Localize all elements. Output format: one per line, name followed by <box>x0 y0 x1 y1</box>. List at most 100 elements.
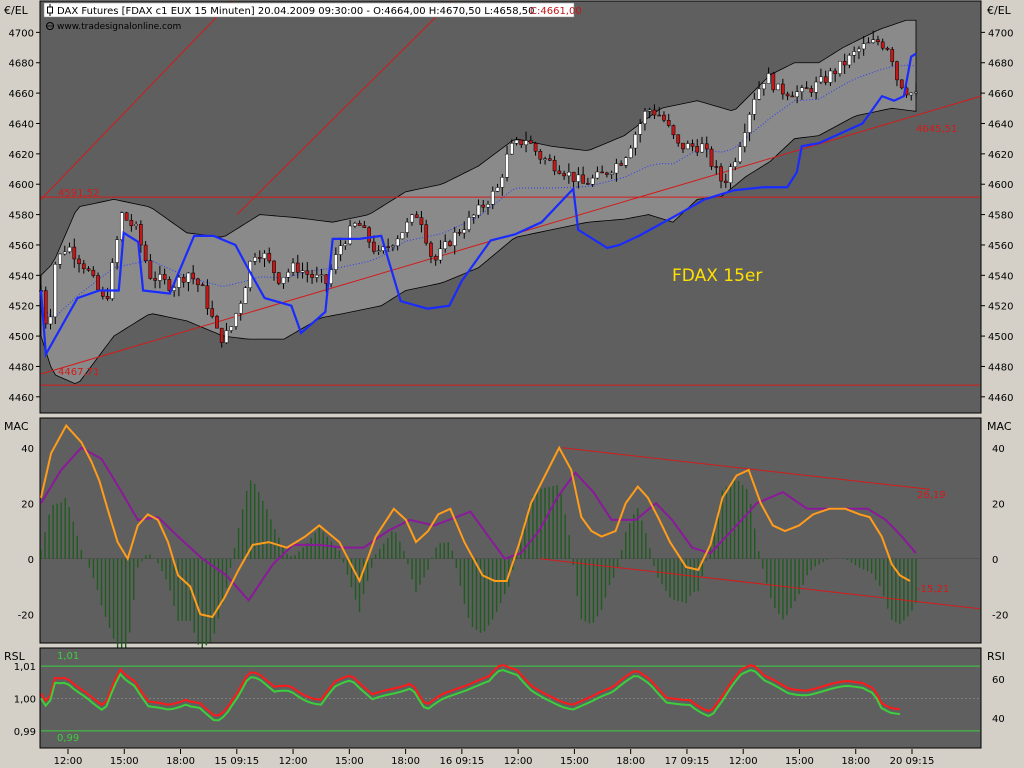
candle <box>819 68 823 85</box>
candle-body <box>552 159 557 172</box>
candle-body <box>91 269 96 276</box>
candle-body <box>571 171 576 182</box>
ytick-label: 4560 <box>988 241 1013 252</box>
candle-body <box>115 239 119 263</box>
candle-body <box>814 81 818 93</box>
candle <box>462 221 467 239</box>
candle <box>490 186 495 210</box>
macd-ytick-label: 40 <box>992 444 1005 455</box>
macd-title-right: MAC <box>987 420 1012 433</box>
candle-body <box>647 109 652 112</box>
candle-body <box>48 316 53 325</box>
candle-body <box>857 48 861 52</box>
candle <box>405 217 410 238</box>
macd-ytick-label: 20 <box>21 499 34 510</box>
candle-body <box>267 253 272 262</box>
rsi-axis: 0,99 1,00 1,01 40 60 <box>14 662 1005 738</box>
candle-body <box>605 172 609 175</box>
candle <box>134 221 138 230</box>
xtick-label: 18:00 <box>391 756 420 767</box>
ytick-label: 4680 <box>9 59 34 70</box>
rsi-upper-label: 1,01 <box>57 651 79 662</box>
candle-body <box>643 110 647 125</box>
candle-body <box>723 180 728 184</box>
candle-body <box>300 270 305 273</box>
candle-body <box>429 242 433 257</box>
candle <box>662 111 666 123</box>
candle <box>319 269 324 283</box>
candle-body <box>319 274 324 277</box>
price-axis-right: 4460 4480 4500 4520 4540 4560 4580 4600 4620 4640… <box>981 28 1013 404</box>
xtick-label: 15:00 <box>560 756 589 767</box>
candle <box>509 139 514 155</box>
candle-body <box>662 114 666 121</box>
candle-body <box>196 278 200 286</box>
candle-body <box>761 83 766 90</box>
price-panel: 4460 4480 4500 4520 4540 4560 4580 4600 4620 4640… <box>4 0 1013 414</box>
candle <box>486 200 490 215</box>
rsl-ytick-label: 1,00 <box>14 695 36 706</box>
macd-ytick-label: 20 <box>992 499 1005 510</box>
candle <box>257 250 262 263</box>
candle <box>795 85 799 104</box>
candle-body <box>219 327 224 343</box>
candle <box>86 266 91 272</box>
candle <box>158 265 162 289</box>
candle <box>191 265 196 285</box>
candle-body <box>685 143 690 150</box>
candle-body <box>819 76 823 83</box>
candle <box>742 123 747 153</box>
candle <box>514 136 519 146</box>
candle <box>628 145 633 159</box>
xtick-label: 15 09:15 <box>214 756 259 767</box>
candle <box>291 258 295 277</box>
candle-body <box>899 79 904 89</box>
ytick-label: 4620 <box>988 150 1013 161</box>
candle <box>647 107 652 119</box>
candle <box>780 78 785 100</box>
time-axis: 12:00 15:00 18:00 15 09:15 12:00 15:00 18:00 16… <box>54 749 934 767</box>
candle-body <box>395 238 400 247</box>
candle-body <box>671 125 676 136</box>
candle-body <box>276 272 281 284</box>
candle <box>804 81 809 89</box>
candle <box>43 286 48 329</box>
candle <box>262 250 267 268</box>
candle <box>205 279 210 315</box>
candle-body <box>414 214 419 218</box>
candle <box>400 232 405 240</box>
ytick-label: 4520 <box>9 302 34 313</box>
candle <box>448 239 452 247</box>
candle-body <box>419 217 424 225</box>
candle <box>681 142 685 153</box>
macd-series-layer <box>40 423 981 650</box>
candle <box>880 38 885 51</box>
candle <box>800 84 804 100</box>
candle <box>343 240 348 250</box>
macd-axis: -20 -20 0 0 20 20 40 40 <box>18 444 1009 622</box>
candle-body <box>481 204 486 208</box>
candle-body <box>124 212 129 221</box>
candle-body <box>224 330 229 343</box>
candle-body <box>704 143 709 150</box>
ytick-label: 4460 <box>988 393 1013 404</box>
candle-body <box>876 39 880 43</box>
candle <box>547 154 552 162</box>
candle <box>709 146 714 170</box>
candle <box>376 245 381 256</box>
candle-body <box>391 245 395 248</box>
candle-body <box>842 60 847 66</box>
xtick-label: 18:00 <box>841 756 870 767</box>
candle-body <box>519 139 524 146</box>
candle-body <box>524 140 528 146</box>
rsi-title: RSL <box>4 650 26 663</box>
xtick-label: 15:00 <box>785 756 814 767</box>
candle-body <box>162 274 167 280</box>
candle-body <box>638 123 643 135</box>
macd-ytick-label: 40 <box>21 444 34 455</box>
candle <box>438 240 443 264</box>
candle-body <box>257 257 262 259</box>
candle <box>457 229 462 236</box>
candle-body <box>795 91 799 98</box>
candle-body <box>215 316 219 329</box>
